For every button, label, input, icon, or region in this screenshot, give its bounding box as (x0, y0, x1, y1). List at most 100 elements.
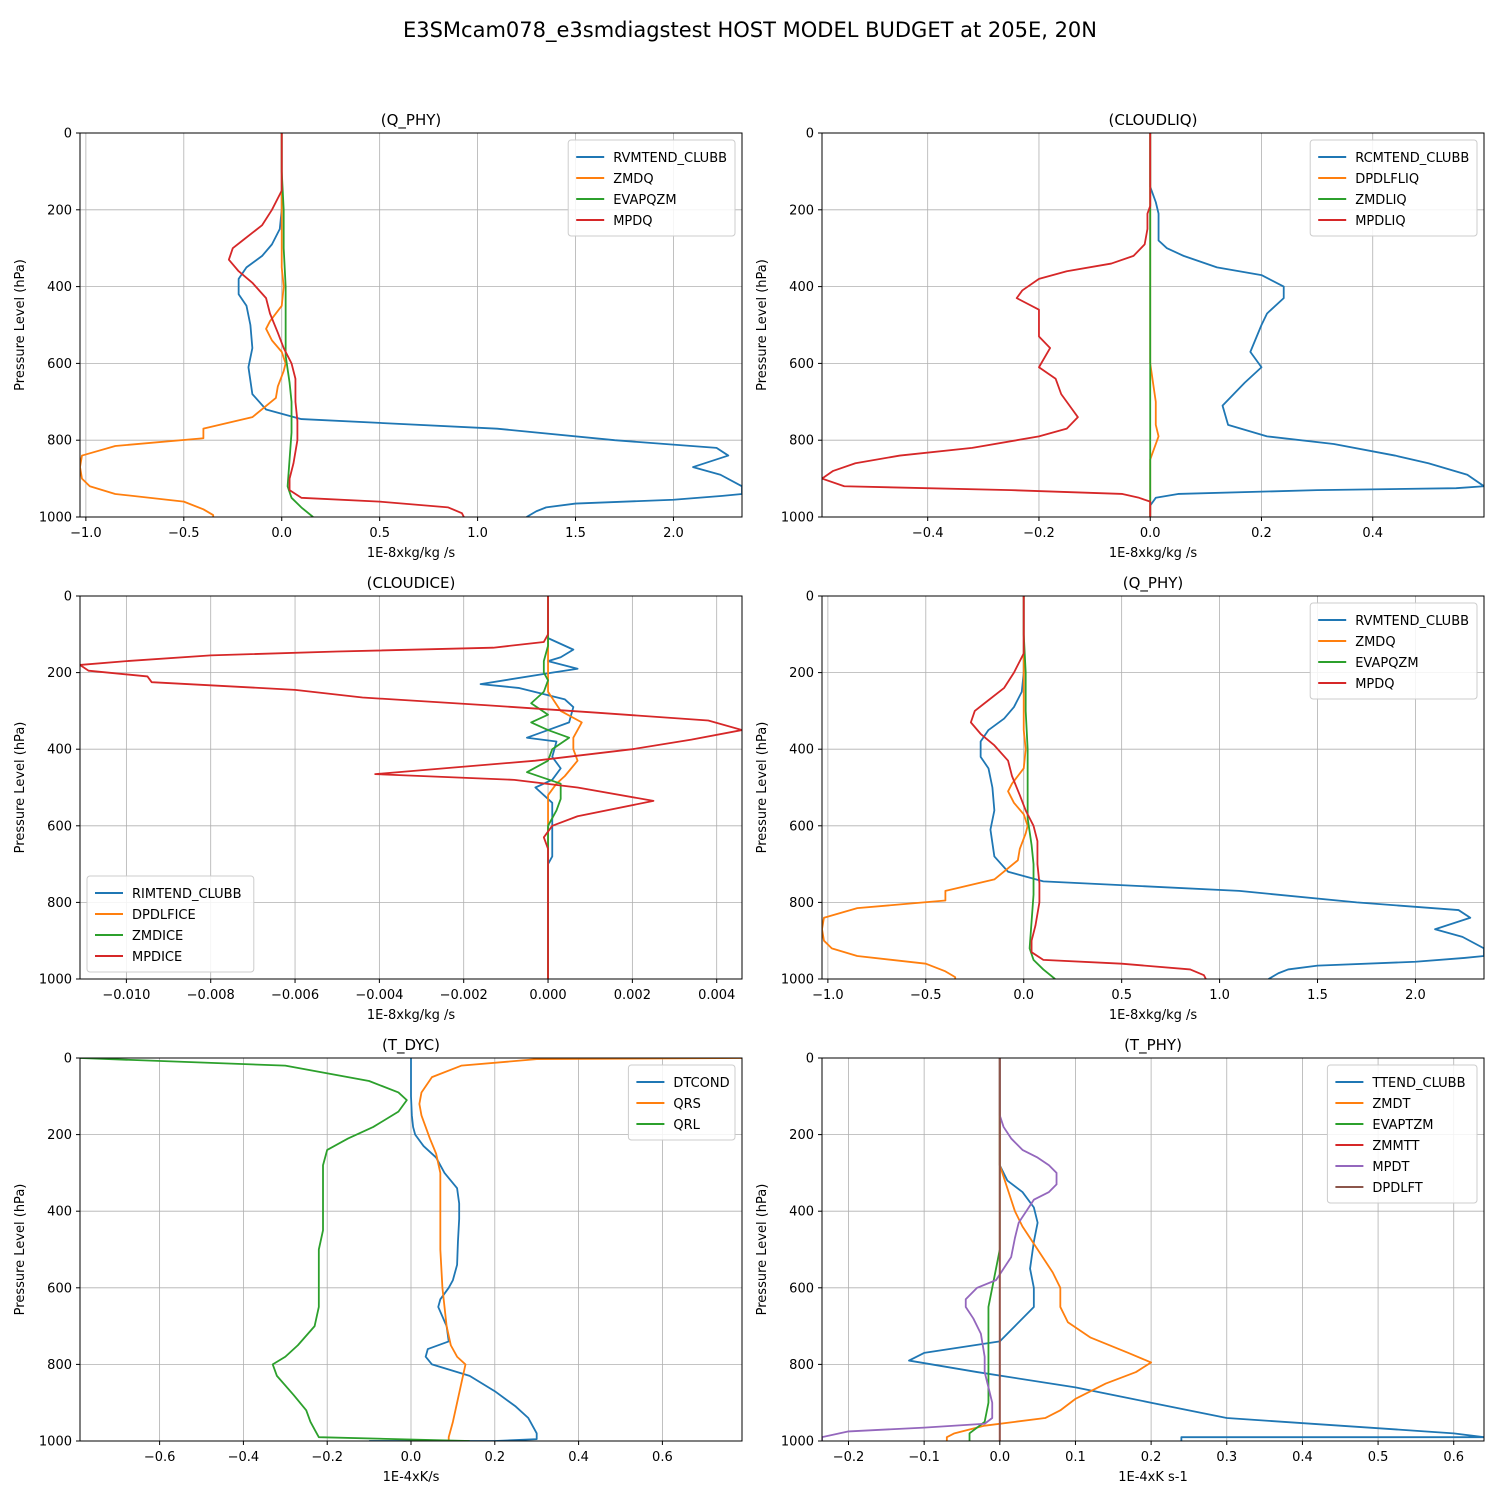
x-axis-label: 1E-8xkg/kg /s (1109, 1008, 1198, 1023)
series-line-zmdq (80, 133, 287, 517)
series-line-mpdliq (822, 133, 1152, 517)
x-tick-label: 0.4 (568, 1450, 589, 1465)
series-line-mpdice (80, 596, 742, 979)
legend-label: QRS (673, 1097, 701, 1112)
legend-label: DTCOND (673, 1076, 729, 1091)
y-tick-label: 800 (789, 434, 814, 449)
x-tick-label: 0.5 (1111, 988, 1132, 1003)
legend-box (567, 139, 736, 237)
x-axis-label: 1E-8xkg/kg /s (367, 1008, 456, 1023)
x-tick-label: 0.0 (1013, 988, 1034, 1003)
x-tick-label: 0.0 (401, 1450, 422, 1465)
y-tick-label: 0 (64, 1052, 72, 1067)
y-tick-label: 600 (47, 1281, 72, 1296)
x-tick-label: 0.004 (698, 988, 735, 1003)
y-tick-label: 0 (64, 590, 72, 605)
x-axis-label: 1E-4xK/s (383, 1470, 440, 1485)
legend-label: TTEND_CLUBB (1371, 1076, 1465, 1091)
series-line-rvmtend-clubb (237, 133, 742, 517)
series-line-qrl (80, 1058, 470, 1441)
panel-1: −1.0 −0.5 0.0 0.5 1.0 1.5 2.0 0 200 400 600 800 1000… (13, 111, 743, 561)
series-line-mpdq (227, 133, 465, 517)
x-tick-label: 0.3 (1216, 1450, 1237, 1465)
panel-title: (T_PHY) (1124, 1036, 1182, 1055)
legend-label: ZMDQ (613, 172, 653, 187)
x-tick-label: −0.008 (187, 988, 235, 1003)
series-line-rcmtend-clubb (1149, 133, 1484, 517)
x-tick-label: 0.000 (529, 988, 566, 1003)
series-line-zmdt (945, 1058, 1153, 1441)
x-tick-label: 0.2 (1141, 1450, 1162, 1465)
series-line-zmdq (822, 596, 1029, 979)
series-line-evaptzm (968, 1058, 1001, 1441)
x-tick-label: 1.5 (565, 526, 586, 541)
x-tick-label: −0.2 (833, 1450, 865, 1465)
x-tick-label: 1.0 (1209, 988, 1230, 1003)
legend-label: DPDLFLIQ (1355, 172, 1419, 187)
legend-label: EVAPQZM (613, 193, 676, 208)
figure-title: E3SMcam078_e3smdiagstest HOST MODEL BUDG… (403, 18, 1097, 43)
legend: RVMTEND_CLUBB ZMDQ EVAPQZM MPDQ (1309, 602, 1478, 700)
x-tick-label: 0.0 (271, 526, 292, 541)
series-line-evapqzm (1022, 596, 1056, 979)
x-tick-label: 0.002 (614, 988, 651, 1003)
plot-frame (821, 1057, 1485, 1442)
legend-box (1326, 1064, 1478, 1204)
x-axis-label: 1E-8xkg/kg /s (1109, 546, 1198, 561)
series-group (80, 596, 742, 979)
series-line-zmdice (526, 596, 571, 979)
series-line-qrs (418, 1058, 742, 1441)
series-line-evapqzm (280, 133, 314, 517)
legend: RCMTEND_CLUBB DPDLFLIQ ZMDLIQ MPDLIQ (1309, 139, 1478, 237)
legend-label: ZMMTT (1372, 1139, 1419, 1154)
x-tick-label: −0.2 (1023, 526, 1055, 541)
legend-label: MPDQ (613, 214, 652, 229)
x-tick-label: 0.5 (369, 526, 390, 541)
legend: RVMTEND_CLUBB ZMDQ EVAPQZM MPDQ (567, 139, 736, 237)
y-axis-label: Pressure Level (hPa) (13, 259, 28, 391)
x-tick-label: −0.6 (144, 1450, 176, 1465)
y-tick-label: 800 (47, 434, 72, 449)
series-line-ttend-clubb (908, 1058, 1484, 1441)
x-tick-label: −0.010 (102, 988, 150, 1003)
x-tick-label: 1.5 (1307, 988, 1328, 1003)
x-tick-label: −0.004 (355, 988, 403, 1003)
y-tick-label: 200 (789, 203, 814, 218)
panel-title: (Q_PHY) (1123, 574, 1184, 593)
y-tick-label: 1000 (781, 973, 814, 988)
panel-2: −0.4 −0.2 0.0 0.2 0.4 0 200 400 600 800 1000 (CLOUD… (755, 111, 1485, 561)
series-group (80, 133, 742, 517)
legend-label: RVMTEND_CLUBB (1355, 614, 1469, 629)
y-axis-label: Pressure Level (hPa) (13, 722, 28, 854)
x-tick-label: 0.5 (1368, 1450, 1389, 1465)
x-axis-label: 1E-4xK s-1 (1118, 1470, 1188, 1485)
x-tick-label: 1.0 (467, 526, 488, 541)
legend-label: ZMDICE (132, 929, 183, 944)
x-tick-label: −0.5 (910, 988, 942, 1003)
series-group (822, 1058, 1484, 1441)
legend-label: RVMTEND_CLUBB (613, 151, 727, 166)
y-axis-label: Pressure Level (hPa) (755, 722, 770, 854)
x-tick-label: 0.4 (1362, 526, 1383, 541)
legend-label: MPDQ (1355, 677, 1394, 692)
panel-title: (Q_PHY) (381, 111, 442, 130)
y-tick-label: 200 (47, 1128, 72, 1143)
y-tick-label: 1000 (39, 973, 72, 988)
x-tick-label: −0.4 (912, 526, 944, 541)
y-tick-label: 1000 (781, 511, 814, 526)
y-tick-label: 600 (789, 819, 814, 834)
legend-box (1309, 139, 1478, 237)
x-tick-label: −0.1 (908, 1450, 940, 1465)
y-tick-label: 800 (47, 896, 72, 911)
panel-5: −0.6 −0.4 −0.2 0.0 0.2 0.4 0.6 0 200 400 600 800 100… (13, 1036, 743, 1485)
legend-label: MPDICE (132, 950, 182, 965)
y-tick-label: 0 (806, 590, 814, 605)
legend-label: ZMDT (1372, 1097, 1410, 1112)
y-tick-label: 200 (789, 1128, 814, 1143)
x-tick-label: 0.0 (989, 1450, 1010, 1465)
x-tick-label: −0.5 (168, 526, 200, 541)
y-tick-label: 200 (789, 666, 814, 681)
y-tick-label: 0 (64, 127, 72, 142)
y-axis-label: Pressure Level (hPa) (755, 1184, 770, 1316)
